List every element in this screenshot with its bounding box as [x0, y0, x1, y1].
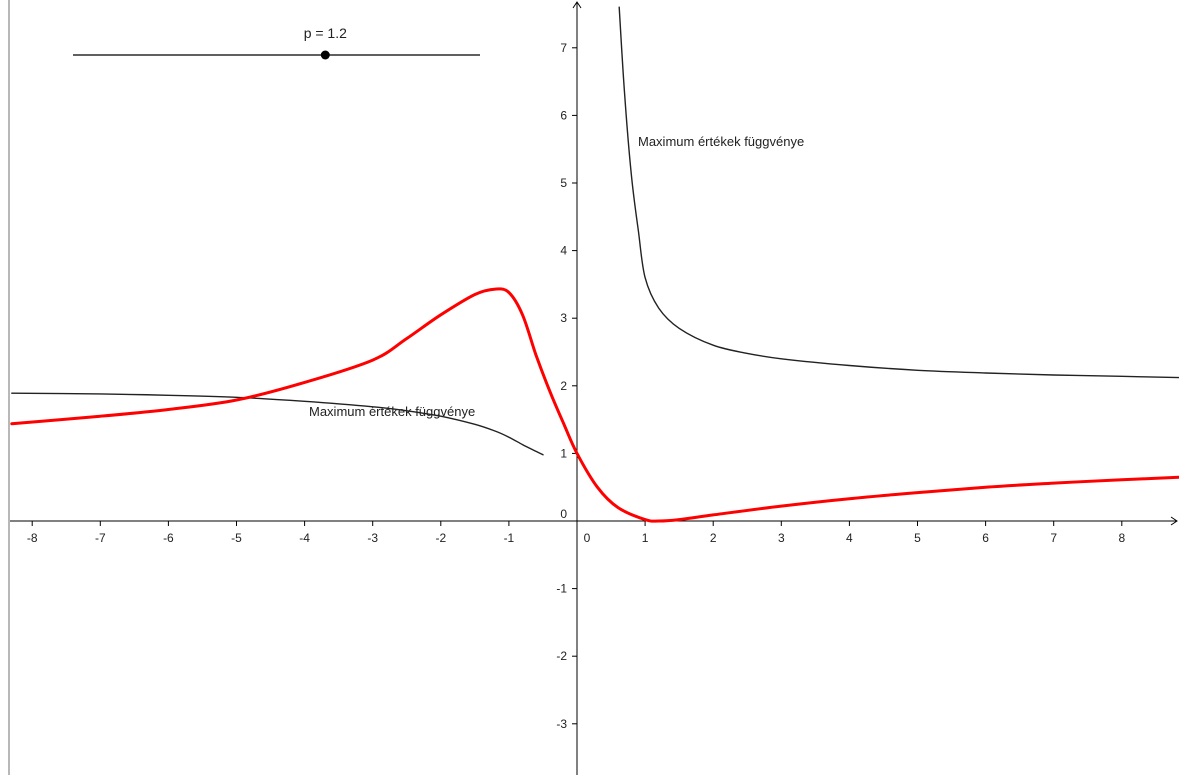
x-tick-label: -3	[367, 531, 378, 545]
y-tick-label: -1	[556, 582, 567, 596]
red-function-curve	[10, 287, 1179, 523]
x-tick-label: -8	[27, 531, 38, 545]
slider-label: p = 1.2	[304, 25, 347, 41]
slider-knob[interactable]	[320, 50, 330, 60]
x-tick-label: 7	[1050, 531, 1057, 545]
x-axis-arrow	[1170, 516, 1178, 526]
y-tick-label: 2	[560, 379, 567, 393]
y-tick-label: 3	[560, 311, 567, 325]
y-tick-label: 6	[560, 108, 567, 122]
max-curve-right	[618, 6, 1179, 379]
p-slider[interactable]: p = 1.2	[73, 25, 480, 60]
y-tick-label: -3	[556, 717, 567, 731]
x-tick-label: 8	[1118, 531, 1125, 545]
max-curve-left	[11, 392, 544, 456]
x-tick-label: 4	[846, 531, 853, 545]
x-tick-label: -2	[435, 531, 446, 545]
x-tick-label: 0	[584, 531, 591, 545]
x-tick-label: 3	[778, 531, 785, 545]
y-axis-arrow	[572, 1, 582, 9]
x-tick-label: 6	[982, 531, 989, 545]
x-tick-label: 2	[710, 531, 717, 545]
view-border	[8, 0, 10, 775]
y-tick-label: 4	[560, 244, 567, 258]
x-tick-label: 5	[914, 531, 921, 545]
x-tick-label: -1	[504, 531, 515, 545]
y-tick-label: 0	[560, 507, 567, 521]
y-tick-label: 1	[560, 446, 567, 460]
y-tick-label: -2	[556, 649, 567, 663]
curve-label-right: Maximum értékek függvénye	[638, 134, 804, 149]
curves-group	[10, 6, 1179, 523]
curve-label-left: Maximum értékek függvénye	[309, 404, 475, 419]
x-tick-label: -7	[95, 531, 106, 545]
x-tick-label: 1	[642, 531, 649, 545]
y-tick-label: 5	[560, 176, 567, 190]
x-tick-label: -4	[299, 531, 310, 545]
axes-group: -8 -7 -6 -5 -4 -3 -2 -1 0 1 2 3 4 5 6 7 8 -3 -2 -1 1 2 3 4 5 6 7 0	[10, 1, 1178, 775]
labels-group: Maximum értékek függvénye Maximum értéke…	[309, 134, 804, 419]
y-tick-label: 7	[560, 41, 567, 55]
x-tick-label: -5	[231, 531, 242, 545]
x-tick-label: -6	[163, 531, 174, 545]
